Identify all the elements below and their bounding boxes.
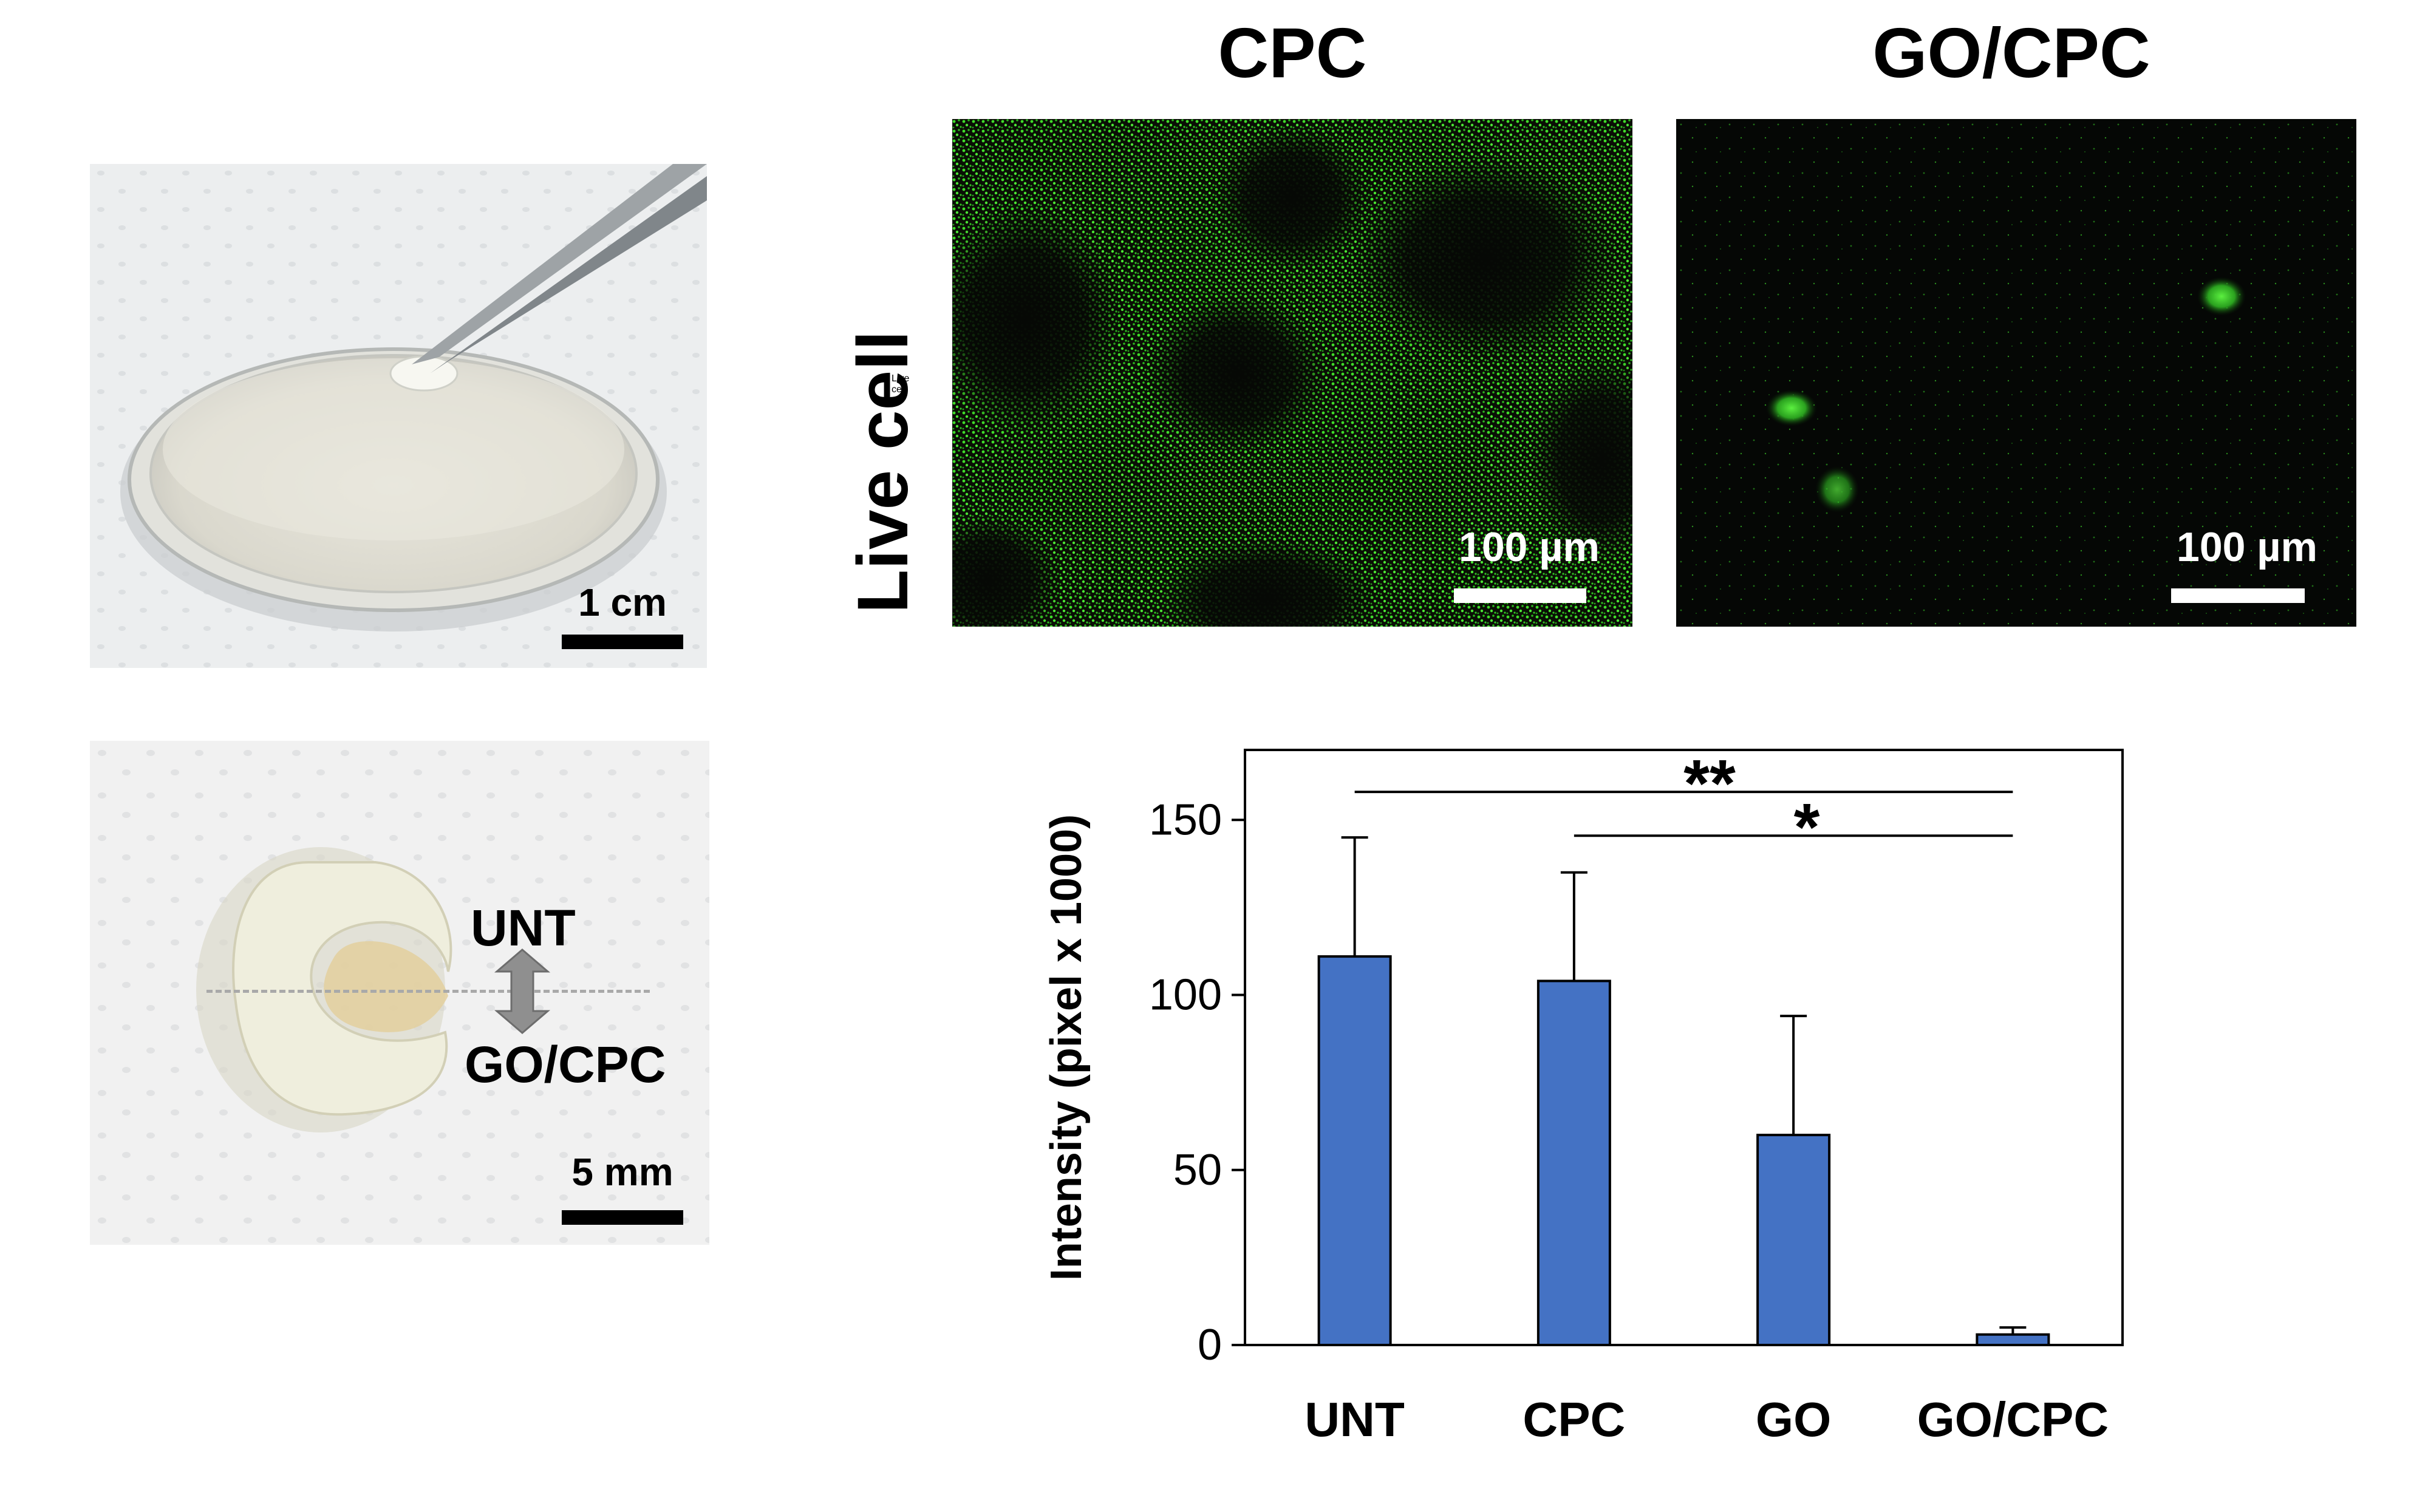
live-cell-label: Live cell [843, 330, 923, 613]
scale-bar-dish [562, 635, 683, 649]
micrograph-go-cpc [1676, 119, 2356, 627]
y-tick-label: 50 [1173, 1146, 1222, 1194]
y-tick-label: 100 [1149, 971, 1222, 1020]
petri-dish-photo [90, 164, 707, 668]
tissue-photo [90, 741, 709, 1245]
bar [1756, 1134, 1831, 1347]
plot-frame [1244, 749, 2124, 1346]
scale-label-go-cpc: 100 µm [2177, 524, 2317, 570]
y-tick-label: 150 [1149, 795, 1222, 844]
label-go-cpc: GO/CPC [465, 1036, 666, 1093]
x-tick-label: GO [1756, 1392, 1831, 1446]
bar [1536, 979, 1611, 1346]
micrograph-cpc [952, 119, 1632, 627]
row-label-live-cell-rotated [711, 0, 783, 146]
double-arrow-icon [494, 948, 551, 1034]
cut-line [206, 990, 650, 993]
micrograph-title-go-cpc: GO/CPC [1872, 13, 2150, 92]
significance-label: ** [1683, 746, 1736, 821]
x-tick-label: UNT [1304, 1392, 1405, 1446]
y-tick-label: 0 [1198, 1321, 1222, 1369]
x-tick-label: GO/CPC [1917, 1392, 2109, 1446]
scale-bar-tissue [562, 1210, 683, 1225]
bar [1317, 955, 1392, 1346]
label-unt: UNT [471, 899, 576, 956]
scale-label-dish: 1 cm [578, 581, 667, 624]
scale-label-cpc: 100 µm [1459, 524, 1600, 570]
scale-label-tissue: 5 mm [571, 1150, 674, 1194]
bar-chart: 0 50 100 150 Intensity (pixel x 1000) UNT CPC G… [1042, 746, 2124, 1446]
y-axis-label: Intensity (pixel x 1000) [1042, 814, 1091, 1281]
significance-label: * [1794, 790, 1820, 865]
micrograph-title-cpc: CPC [1218, 13, 1367, 92]
bar [1976, 1333, 2050, 1346]
x-tick-label: CPC [1523, 1392, 1625, 1446]
